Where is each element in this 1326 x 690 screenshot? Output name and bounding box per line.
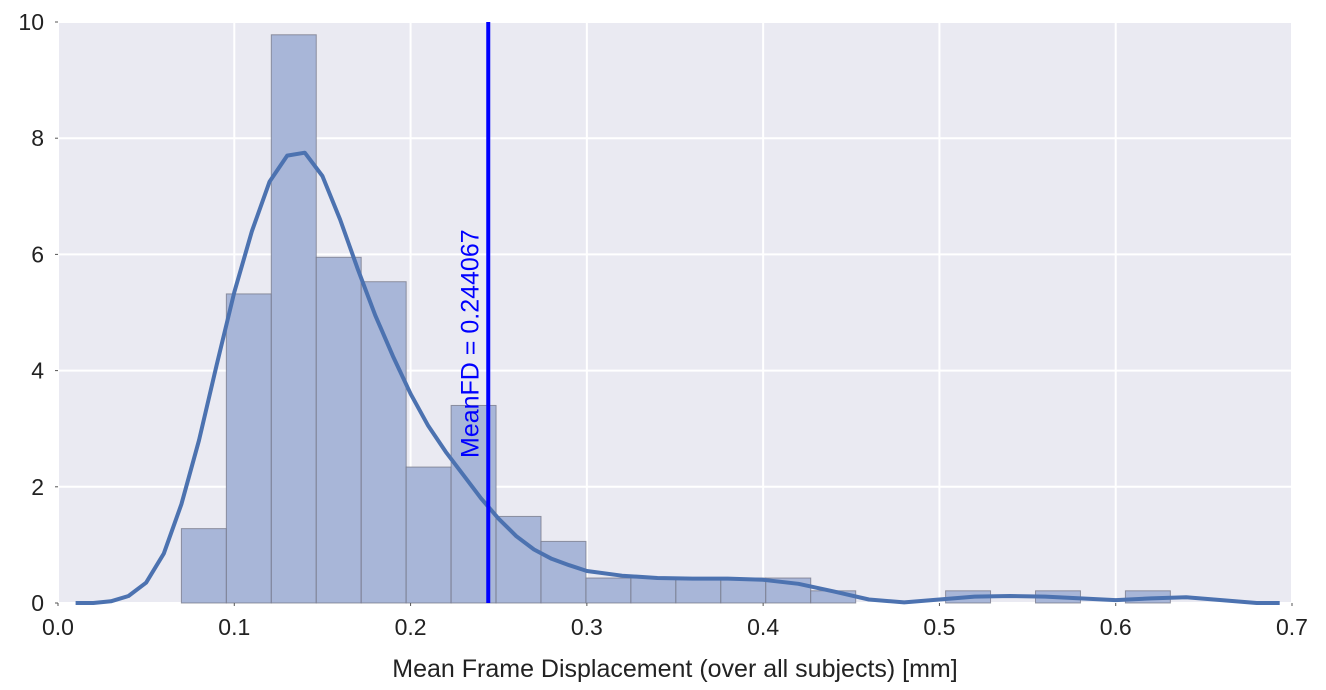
y-tick-label: 0 bbox=[31, 590, 44, 616]
x-tick-label: 0.3 bbox=[571, 614, 603, 640]
histogram-bar bbox=[405, 466, 452, 604]
y-axis-ticks: 0 2 4 6 8 10 bbox=[18, 9, 58, 616]
y-tick-label: 8 bbox=[31, 125, 44, 151]
histogram-bar bbox=[630, 577, 677, 604]
y-tick-label: 2 bbox=[31, 474, 44, 500]
histogram-bar bbox=[675, 577, 722, 604]
histogram-bar bbox=[180, 528, 227, 604]
x-axis-ticks: 0.0 0.1 0.2 0.3 0.4 0.5 0.6 0.7 bbox=[42, 603, 1308, 640]
y-tick-label: 4 bbox=[31, 358, 44, 384]
mean-fd-label: MeanFD = 0.244067 bbox=[456, 229, 484, 458]
histogram-bar bbox=[225, 293, 272, 604]
x-tick-label: 0.1 bbox=[218, 614, 250, 640]
x-axis-label: Mean Frame Displacement (over all subjec… bbox=[392, 655, 957, 683]
y-tick-label: 10 bbox=[18, 9, 44, 35]
kde-curve bbox=[75, 150, 1280, 605]
x-tick-label: 0.5 bbox=[923, 614, 955, 640]
x-tick-label: 0.2 bbox=[395, 614, 427, 640]
histogram-bar bbox=[585, 577, 632, 604]
histogram-bar bbox=[495, 515, 542, 604]
y-tick-label: 6 bbox=[31, 241, 44, 267]
x-tick-label: 0.4 bbox=[747, 614, 779, 640]
x-tick-label: 0.0 bbox=[42, 614, 74, 640]
histogram-bar bbox=[540, 540, 587, 604]
x-tick-label: 0.7 bbox=[1276, 614, 1308, 640]
histogram-bar bbox=[720, 577, 767, 604]
x-tick-label: 0.6 bbox=[1100, 614, 1132, 640]
histogram-bar bbox=[270, 34, 317, 604]
histogram-bar bbox=[315, 256, 362, 604]
